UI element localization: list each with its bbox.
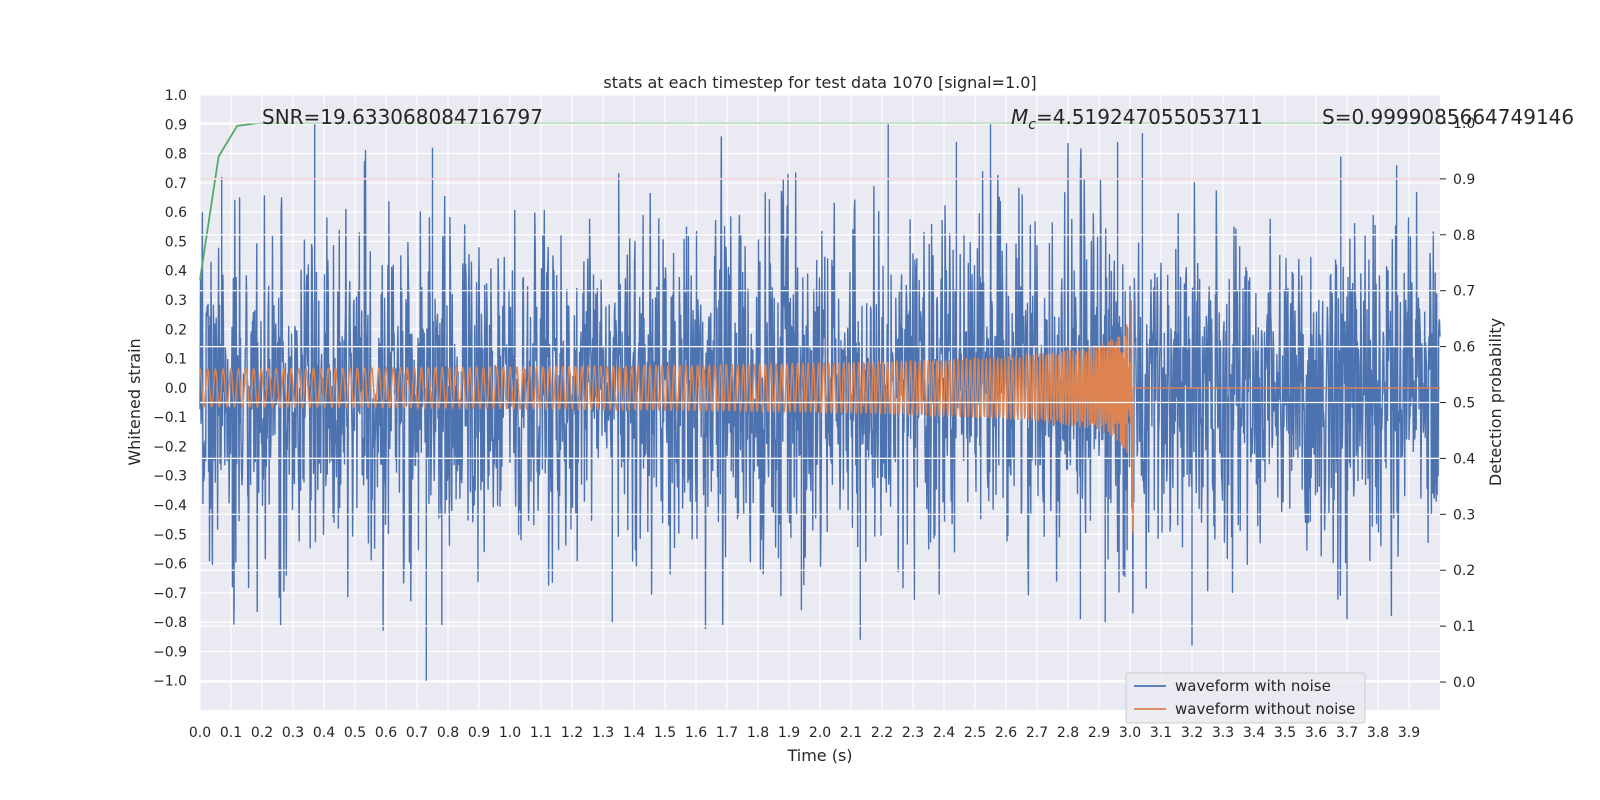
y-tick-label: 1.0	[165, 88, 187, 104]
y-tick-label: −0.8	[153, 615, 187, 631]
y2-tick-label: 1.0	[1453, 116, 1475, 132]
x-tick-label: 3.0	[1119, 725, 1141, 741]
x-tick-label: 1.3	[592, 725, 614, 741]
y2-tick-label: 0.8	[1453, 228, 1475, 244]
x-tick-label: 2.7	[1026, 725, 1048, 741]
y-tick-label: −0.3	[153, 469, 187, 485]
x-tick-label: 3.1	[1150, 725, 1172, 741]
x-tick-label: 0.5	[344, 725, 366, 741]
x-tick-label: 0.0	[189, 725, 211, 741]
y2-tick-label: 0.0	[1453, 675, 1475, 691]
x-tick-label: 3.2	[1181, 725, 1203, 741]
y-tick-label: 0.0	[165, 381, 187, 397]
y-tick-label: 0.4	[165, 264, 187, 280]
chirp-mass-value: =4.519247055053711	[1036, 105, 1263, 129]
y-tick-label: −0.9	[153, 644, 187, 660]
y2-axis-ticks: 1.0 0.9 0.8 0.7 0.6 0.5 0.4 0.3 0.2 0.1 0.0	[1440, 116, 1475, 691]
y2-tick-label: 0.5	[1453, 396, 1475, 412]
chirp-mass-symbol: M	[1011, 105, 1028, 129]
x-tick-label: 3.7	[1336, 725, 1358, 741]
y2-tick-label: 0.4	[1453, 451, 1475, 467]
x-tick-label: 0.3	[282, 725, 304, 741]
x-tick-label: 0.2	[251, 725, 273, 741]
y-tick-label: 0.5	[165, 234, 187, 250]
y-tick-label: −1.0	[153, 674, 187, 690]
x-tick-label: 2.2	[871, 725, 893, 741]
y-tick-label: 0.2	[165, 322, 187, 338]
series-waveform-without-noise	[199, 300, 1441, 534]
x-tick-label: 1.0	[499, 725, 521, 741]
x-tick-label: 0.1	[220, 725, 242, 741]
y-tick-label: 0.6	[165, 205, 187, 221]
x-tick-label: 2.6	[995, 725, 1017, 741]
x-tick-label: 3.5	[1274, 725, 1296, 741]
y-tick-label: −0.1	[153, 410, 187, 426]
y2-tick-label: 0.2	[1453, 563, 1475, 579]
x-axis-ticks: 0.0 0.1 0.2 0.3 0.4 0.5 0.6 0.7 0.8 0.9 1.0 1.1 1.2 1…	[189, 725, 1420, 741]
y2-tick-label: 0.9	[1453, 172, 1475, 188]
y2-tick-label: 0.6	[1453, 340, 1475, 356]
x-tick-label: 2.8	[1057, 725, 1079, 741]
y-tick-label: −0.5	[153, 527, 187, 543]
x-tick-label: 2.1	[840, 725, 862, 741]
y-tick-label: −0.7	[153, 586, 187, 602]
x-tick-label: 2.4	[933, 725, 955, 741]
y2-tick-label: 0.7	[1453, 284, 1475, 300]
s-annotation: S=0.9999085664749146	[1322, 105, 1574, 129]
y2-tick-label: 0.3	[1453, 507, 1475, 523]
y-tick-label: 0.9	[165, 117, 187, 133]
y-tick-label: 0.8	[165, 147, 187, 163]
x-tick-label: 2.5	[964, 725, 986, 741]
x-tick-label: 0.6	[375, 725, 397, 741]
y-tick-label: −0.6	[153, 557, 187, 573]
x-axis-label: Time (s)	[786, 746, 852, 765]
x-tick-label: 1.1	[530, 725, 552, 741]
chart-title: stats at each timestep for test data 107…	[603, 73, 1036, 92]
y-axis-ticks: 1.0 0.9 0.8 0.7 0.6 0.5 0.4 0.3 0.2 0.1 0.0 −0.1 −0.…	[153, 88, 187, 690]
snr-annotation: SNR=19.633068084716797	[262, 105, 543, 129]
legend: waveform with noise waveform without noi…	[1125, 672, 1366, 724]
x-tick-label: 1.5	[654, 725, 676, 741]
y2-tick-label: 0.1	[1453, 619, 1475, 635]
legend-label-noise: waveform with noise	[1175, 677, 1331, 695]
x-tick-label: 2.0	[809, 725, 831, 741]
x-tick-label: 0.9	[468, 725, 490, 741]
legend-label-clean: waveform without noise	[1175, 700, 1355, 718]
y-tick-label: 0.1	[165, 352, 187, 368]
x-tick-label: 1.8	[747, 725, 769, 741]
x-tick-label: 3.4	[1243, 725, 1265, 741]
y2-grid	[200, 122, 1440, 683]
x-tick-label: 1.7	[716, 725, 738, 741]
y-axis-label: Whitened strain	[125, 338, 144, 465]
legend-box	[1125, 672, 1366, 724]
x-tick-label: 0.4	[313, 725, 335, 741]
x-tick-label: 3.8	[1367, 725, 1389, 741]
x-tick-label: 3.9	[1398, 725, 1420, 741]
x-tick-label: 2.9	[1088, 725, 1110, 741]
y2-axis-label: Detection probability	[1486, 318, 1505, 486]
x-tick-label: 1.9	[778, 725, 800, 741]
x-tick-label: 3.3	[1212, 725, 1234, 741]
x-tick-label: 2.3	[902, 725, 924, 741]
x-tick-label: 1.2	[561, 725, 583, 741]
y-tick-label: −0.4	[153, 498, 187, 514]
chirp-mass-annotation: Mc=4.519247055053711	[1011, 105, 1263, 133]
y-tick-label: 0.3	[165, 293, 187, 309]
x-tick-label: 1.4	[623, 725, 645, 741]
x-tick-label: 3.6	[1305, 725, 1327, 741]
y-tick-label: −0.2	[153, 439, 187, 455]
x-tick-label: 0.8	[437, 725, 459, 741]
x-tick-label: 0.7	[406, 725, 428, 741]
y-tick-label: 0.7	[165, 176, 187, 192]
x-tick-label: 1.6	[685, 725, 707, 741]
chirp-mass-subscript: c	[1028, 117, 1036, 133]
